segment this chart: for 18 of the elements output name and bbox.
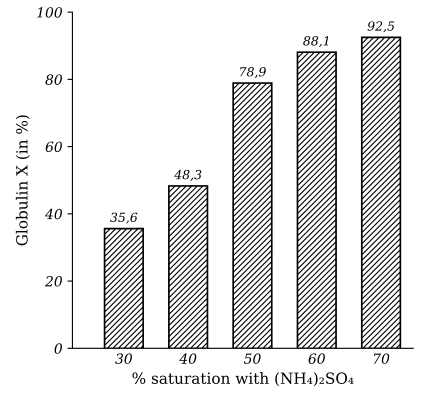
y-tick-label: 60 [46, 142, 62, 152]
x-tick-label: 50 [244, 353, 261, 364]
y-tick-label: 80 [45, 74, 62, 85]
data-label: 35,6 [110, 212, 138, 224]
y-tick-label: 0 [54, 343, 62, 354]
x-tick-label: 70 [374, 353, 390, 364]
x-tick-label: 60 [308, 353, 325, 364]
data-label: 48,3 [174, 170, 202, 181]
y-axis-title: Globulin X (in %) [16, 115, 30, 246]
x-tick-label: 30 [115, 353, 132, 364]
y-tick-label: 20 [44, 276, 62, 287]
x-axis-title: % saturation with (NH₄)₂SO₄ [132, 372, 354, 386]
data-label: 92,5 [368, 21, 394, 32]
data-label: 88,1 [303, 36, 328, 48]
data-label: 78,9 [240, 67, 266, 78]
y-tick-label: 100 [37, 7, 62, 18]
x-tick-label: 40 [179, 353, 196, 364]
y-tick-label: 40 [44, 208, 62, 220]
